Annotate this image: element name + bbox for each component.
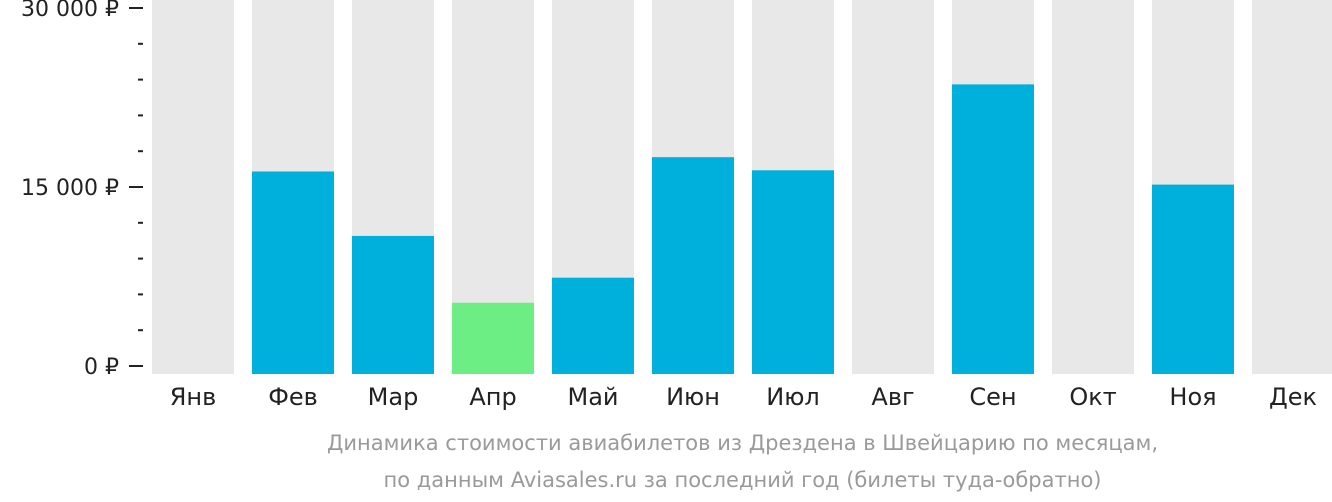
x-tick-label: Окт (1069, 383, 1116, 411)
y-tick-label: 30 000 ₽ (21, 0, 119, 22)
bar-7[interactable] (752, 170, 834, 374)
bar-background-12 (1252, 0, 1332, 374)
x-axis-labels: Янв Фев Мар Апр Май Июн Июл Авг Сен Окт Ноя Дек (170, 383, 1317, 411)
x-tick-label: Апр (469, 383, 516, 411)
x-tick-label: Янв (170, 383, 217, 411)
bar-11[interactable] (1152, 184, 1234, 374)
x-tick-label: Авг (871, 383, 914, 411)
bar-background-8 (852, 0, 934, 374)
x-tick-label: Май (567, 383, 618, 411)
bar-background-10 (1052, 0, 1134, 374)
x-tick-label: Сен (969, 383, 1016, 411)
y-tick-label: 15 000 ₽ (21, 176, 119, 201)
chart-caption-line-1: Динамика стоимости авиабилетов из Дрезде… (326, 431, 1159, 455)
x-tick-label: Ноя (1169, 383, 1216, 411)
bar-background-1 (152, 0, 234, 374)
value-bars-layer (252, 84, 1234, 374)
bar-9[interactable] (952, 84, 1034, 374)
x-tick-label: Июл (766, 383, 820, 411)
bar-6[interactable] (652, 157, 734, 374)
x-tick-label: Дек (1269, 383, 1317, 411)
price-bar-chart: 0 ₽ 15 000 ₽ 30 000 ₽ Янв Фев Мар Апр Май Июн Ию… (21, 0, 1332, 411)
bar-3[interactable] (352, 235, 434, 374)
y-tick-label: 0 ₽ (84, 355, 119, 380)
bar-5[interactable] (552, 277, 634, 374)
bar-2[interactable] (252, 171, 334, 374)
x-tick-label: Мар (368, 383, 419, 411)
x-tick-label: Фев (268, 383, 318, 411)
y-axis: 0 ₽ 15 000 ₽ 30 000 ₽ (21, 0, 143, 380)
chart-caption-line-2: по данным Aviasales.ru за последний год … (383, 468, 1102, 492)
bar-4[interactable] (452, 302, 534, 374)
x-tick-label: Июн (666, 383, 720, 411)
